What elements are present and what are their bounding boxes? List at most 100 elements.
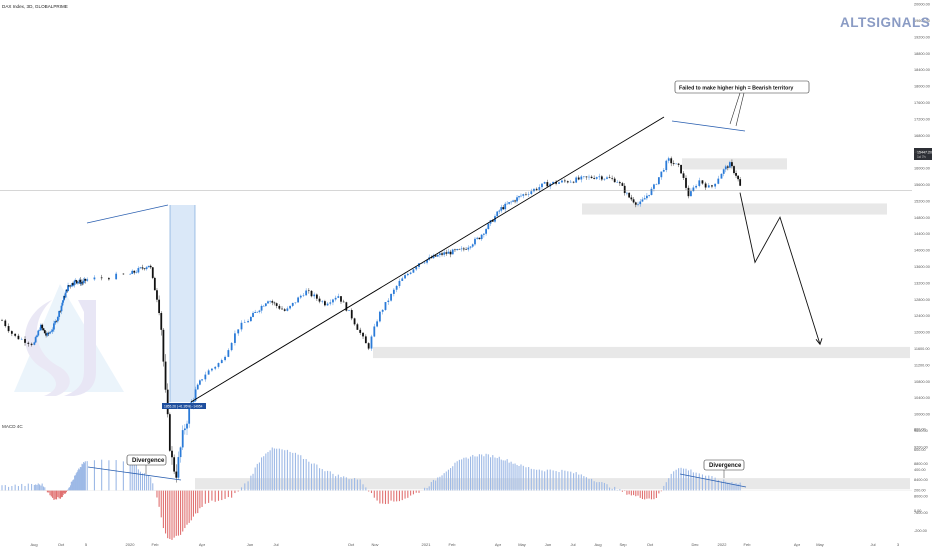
candle-body — [247, 321, 249, 323]
candle-body — [181, 430, 184, 448]
candle-body — [438, 253, 441, 255]
candle-body — [77, 281, 80, 283]
candle-body — [677, 163, 680, 165]
y-tick-label: 14000.00 — [914, 249, 930, 253]
candle-body — [67, 285, 69, 292]
candle-body — [623, 185, 626, 194]
divergence-label-2: Divergence — [709, 463, 742, 469]
candle-body — [653, 184, 655, 189]
candle-body — [555, 181, 557, 184]
y-tick-label: 8400.00 — [914, 478, 928, 482]
candle-body — [313, 294, 316, 297]
y-tick-label: 20000.00 — [914, 3, 930, 7]
candle-body — [47, 332, 50, 334]
y-tick-label: 8800.00 — [914, 462, 928, 466]
candle-body — [141, 267, 144, 269]
candle-body — [234, 333, 236, 343]
callout-text: Failed to make higher high = Bearish ter… — [679, 86, 793, 92]
candle-body — [704, 183, 707, 188]
candle-body — [252, 312, 254, 317]
candle-body — [724, 166, 727, 170]
candle-body — [498, 210, 501, 212]
candle-body — [49, 332, 51, 334]
candle-body — [196, 384, 199, 390]
candle-body — [291, 302, 294, 306]
candle-body — [482, 233, 485, 235]
candle-body — [46, 332, 49, 336]
candle-body — [460, 248, 463, 250]
candle-body — [569, 181, 572, 183]
y-tick-label: 12000.00 — [914, 331, 930, 335]
x-tick-label: Oct — [647, 542, 654, 547]
projection-path — [739, 192, 821, 345]
candle-body — [324, 301, 326, 306]
watermark-s-left — [24, 300, 70, 396]
candle-body — [350, 310, 353, 319]
candle-body — [342, 301, 345, 303]
candle-body — [264, 303, 267, 306]
candle-body — [211, 368, 213, 371]
candle-body — [692, 187, 695, 192]
macd-y-tick-label: 200.00 — [914, 489, 926, 493]
candle-body — [717, 178, 720, 184]
candle-body — [608, 177, 611, 179]
candle-body — [122, 273, 125, 275]
y-tick-label: 17200.00 — [914, 117, 930, 121]
candle-body — [628, 192, 631, 198]
candle-body — [345, 302, 348, 311]
candle-body — [698, 180, 701, 186]
candle-body — [735, 173, 737, 176]
watermark-s-right — [64, 300, 96, 396]
candle-body — [39, 324, 42, 331]
candle-body — [131, 270, 134, 274]
candle-body — [153, 277, 156, 291]
candle-body — [36, 335, 38, 338]
candle-body — [240, 322, 243, 330]
candle-body — [426, 259, 428, 263]
candle-body — [423, 262, 426, 264]
candle-body — [535, 188, 538, 190]
y-tick-label: 11200.00 — [914, 363, 930, 367]
candle-body — [546, 182, 549, 187]
candle-body — [398, 280, 401, 286]
candle-body — [616, 182, 619, 183]
candle-body — [302, 295, 305, 296]
y-tick-label: 10000.00 — [914, 413, 930, 417]
candle-body — [378, 311, 381, 322]
y-tick-label: 9600.00 — [914, 429, 928, 433]
candle-body — [737, 175, 739, 180]
candle-body — [183, 428, 186, 431]
candle-body — [4, 320, 7, 327]
candle-body — [566, 181, 569, 183]
candle-body — [603, 178, 606, 180]
zone-support-low — [195, 478, 910, 490]
y-tick-label: 13600.00 — [914, 265, 930, 269]
y-tick-label: 12400.00 — [914, 314, 930, 318]
y-tick-label: 19600.00 — [914, 19, 930, 23]
candle-body — [326, 303, 329, 306]
x-tick-label: 2020 — [126, 542, 136, 547]
candle-body — [173, 457, 176, 472]
candle-body — [50, 331, 53, 333]
chart-title: DAX Index, 3D, GLOBALPRIME — [2, 4, 68, 9]
x-tick-label: 5 — [85, 542, 88, 547]
y-tick-label: 9200.00 — [914, 445, 928, 449]
candle-body — [701, 180, 704, 184]
candle-body — [72, 284, 75, 286]
candle-body — [563, 180, 566, 182]
y-tick-label: 16800.00 — [914, 134, 930, 138]
candle-body — [682, 173, 685, 178]
candle-body — [305, 290, 308, 296]
macd-y-tick-label: 0.00 — [914, 509, 921, 513]
candle-body — [726, 166, 729, 168]
candle-body — [86, 279, 89, 281]
candle-body — [82, 280, 85, 284]
y-tick-label: 14800.00 — [914, 216, 930, 220]
candle-body — [491, 220, 494, 222]
candle-body — [133, 270, 136, 273]
candle-body — [641, 199, 644, 202]
candle-body — [514, 200, 516, 202]
candle-body — [194, 389, 197, 401]
